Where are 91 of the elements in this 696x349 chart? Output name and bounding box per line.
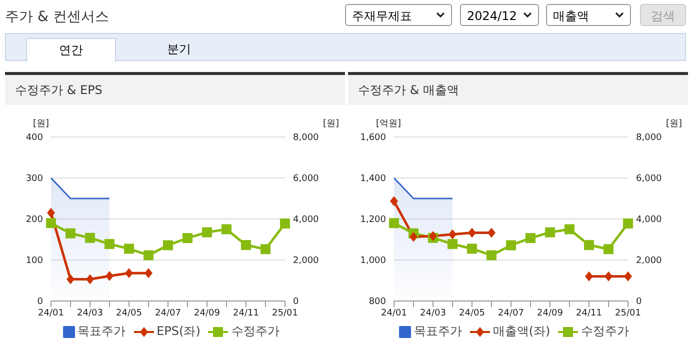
point — [222, 224, 232, 234]
point — [280, 218, 290, 229]
legend-label: 매출액(좌) — [492, 323, 550, 340]
point — [526, 233, 536, 244]
y-tick-label: 400 — [26, 133, 44, 144]
point — [125, 268, 133, 278]
text: 2024/12 — [460, 4, 539, 26]
y-axis-title: [원] — [33, 118, 50, 130]
text: 주가 & 컨센서스 — [5, 8, 109, 26]
point — [604, 244, 614, 254]
point — [241, 240, 251, 250]
point — [390, 196, 398, 206]
y2-tick-label: 8,000 — [293, 133, 320, 144]
point — [389, 218, 399, 228]
x-tick-label: 24/07 — [155, 308, 181, 318]
x-tick-label: 24/01 — [38, 308, 64, 318]
x-tick-label: 24/11 — [576, 308, 602, 318]
y2-tick-label: 6,000 — [636, 174, 662, 184]
point — [604, 271, 612, 282]
point — [624, 271, 632, 282]
y2-tick-label: 2,000 — [293, 256, 320, 266]
point — [623, 218, 633, 229]
y2-tick-label: 6,000 — [293, 174, 320, 184]
y-axis-title: [억원] — [376, 118, 402, 130]
y-tick-label: 200 — [26, 215, 44, 226]
text: 분기 — [166, 41, 192, 58]
point — [260, 244, 270, 254]
point — [144, 250, 154, 260]
y2-axis-title: [원] — [666, 118, 682, 130]
x-tick-label: 24/03 — [77, 308, 103, 318]
x-tick-label: 24/03 — [420, 308, 446, 318]
text: 매출액 — [546, 4, 631, 26]
point — [410, 232, 418, 242]
point — [86, 274, 94, 284]
chart-title: 수정주가 & EPS — [5, 75, 345, 105]
y2-tick-label: 4,000 — [636, 215, 662, 226]
legend-label: 목표주가 — [414, 323, 462, 340]
y2-tick-label: 4,000 — [293, 215, 320, 226]
x-tick-label: 24/09 — [194, 308, 220, 318]
text: 검색 — [640, 4, 686, 26]
x-tick-label: 24/11 — [233, 308, 259, 318]
y2-tick-label: 0 — [293, 297, 299, 308]
point — [46, 218, 56, 228]
point — [85, 232, 95, 243]
point — [564, 224, 574, 234]
x-tick-label: 24/05 — [459, 308, 485, 318]
point — [163, 240, 173, 250]
point — [545, 227, 555, 238]
point — [66, 228, 76, 238]
y-tick-label: 1,600 — [360, 133, 386, 144]
legend-label: 목표주가 — [78, 323, 126, 340]
y-tick-label: 100 — [26, 256, 44, 266]
point — [47, 208, 55, 218]
x-tick-label: 25/01 — [615, 308, 641, 318]
point — [202, 227, 212, 238]
y2-axis-title: [원] — [323, 118, 340, 130]
y2-tick-label: 2,000 — [636, 256, 662, 266]
point — [488, 228, 496, 238]
point — [467, 244, 477, 254]
y-tick-label: 1,200 — [360, 215, 386, 226]
point — [448, 229, 456, 240]
text: 주재무제표 — [345, 4, 452, 26]
y-tick-label: 1,000 — [360, 256, 386, 266]
y-tick-label: 1,400 — [360, 174, 386, 184]
point — [124, 244, 134, 254]
point — [144, 268, 152, 278]
point — [506, 240, 516, 250]
point — [468, 228, 476, 238]
y-tick-label: 800 — [368, 297, 386, 308]
x-tick-label: 25/01 — [272, 308, 298, 318]
text: 연간 — [26, 38, 116, 62]
chart-title: 수정주가 & 매출액 — [348, 75, 688, 105]
point — [584, 240, 594, 250]
y2-tick-label: 8,000 — [636, 133, 662, 144]
x-tick-label: 24/05 — [116, 308, 142, 318]
y2-tick-label: 0 — [636, 297, 642, 308]
point — [104, 239, 114, 250]
point — [106, 270, 114, 281]
legend-label: 수정주가 — [581, 323, 630, 340]
point — [448, 239, 458, 250]
legend-label: EPS(좌) — [156, 323, 200, 340]
y-tick-label: 0 — [37, 297, 44, 308]
point — [486, 250, 496, 260]
y-tick-label: 300 — [26, 174, 44, 184]
legend-label: 수정주가 — [231, 323, 280, 340]
point — [585, 271, 593, 282]
x-tick-label: 24/01 — [381, 308, 407, 318]
x-tick-label: 24/07 — [498, 308, 524, 318]
point — [66, 274, 74, 284]
x-tick-label: 24/09 — [537, 308, 564, 318]
point — [182, 233, 192, 244]
